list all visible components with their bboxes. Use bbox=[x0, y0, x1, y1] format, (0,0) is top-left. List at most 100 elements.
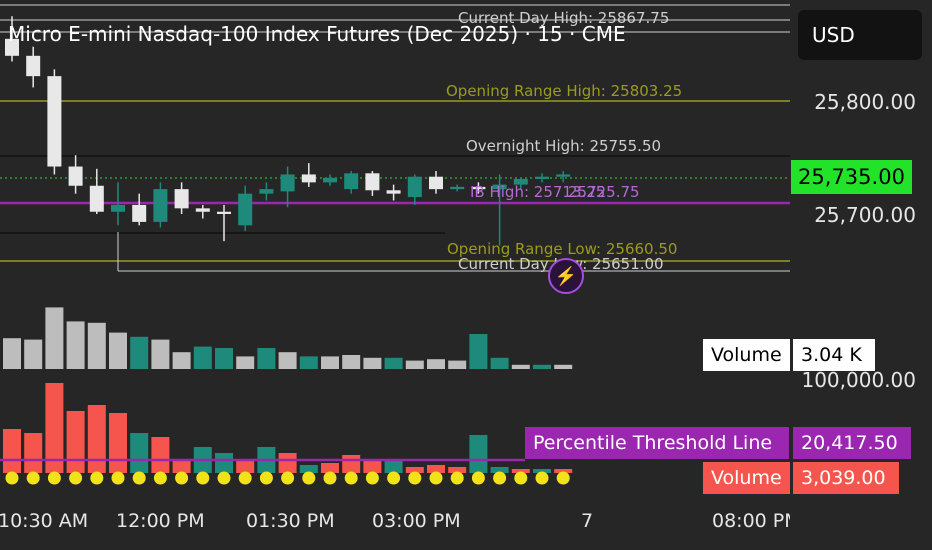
volume-bar bbox=[278, 352, 297, 369]
candle-body bbox=[47, 76, 62, 167]
indicator-bar bbox=[236, 459, 255, 473]
signal-dot bbox=[387, 471, 401, 485]
signal-dot bbox=[69, 471, 83, 485]
candle-body bbox=[68, 166, 83, 186]
candle-body bbox=[535, 176, 549, 179]
candle-body bbox=[386, 190, 401, 194]
signal-dot bbox=[556, 471, 570, 485]
candle-body bbox=[323, 177, 337, 183]
indicator-bar bbox=[130, 433, 149, 473]
signal-dot bbox=[153, 471, 167, 485]
indicator-bar bbox=[87, 405, 106, 473]
volume-bar bbox=[448, 360, 467, 369]
volume-bar bbox=[257, 348, 276, 369]
level-opening-range-high: Opening Range High: 25803.25 bbox=[446, 82, 683, 100]
currency-selector[interactable]: USD bbox=[798, 10, 922, 60]
volume-bar bbox=[427, 359, 445, 369]
candle-body bbox=[471, 186, 486, 190]
volume-bar bbox=[299, 356, 318, 369]
level-current-day-high: Current Day High: 25867.75 bbox=[458, 9, 670, 27]
level-opening-range-low: Opening Range Low: 25660.50 bbox=[447, 240, 678, 258]
signal-dot bbox=[47, 471, 61, 485]
signal-dot bbox=[238, 471, 252, 485]
price-axis-label-25700: 25,700.00 bbox=[814, 203, 916, 227]
signal-dot bbox=[408, 471, 422, 485]
candle-body bbox=[407, 176, 422, 198]
candle-body bbox=[5, 38, 19, 56]
volume-bar bbox=[363, 357, 382, 369]
candle-body bbox=[195, 208, 210, 212]
candle-body bbox=[556, 174, 571, 177]
signal-dot bbox=[217, 471, 231, 485]
volume-bar bbox=[405, 360, 424, 369]
signal-dot bbox=[493, 471, 507, 485]
volume-bar bbox=[45, 307, 64, 369]
signal-dot bbox=[196, 471, 210, 485]
indicator-scale-top: 100,000.00 bbox=[801, 368, 916, 392]
signal-dot bbox=[471, 471, 485, 485]
candle-body bbox=[132, 204, 147, 222]
indicator-bar bbox=[427, 465, 445, 473]
indicator-bar bbox=[448, 467, 467, 473]
volume-bar bbox=[24, 339, 43, 369]
indicator-bar bbox=[24, 433, 43, 473]
volume-bar bbox=[321, 356, 339, 369]
indicator-bar bbox=[511, 469, 530, 473]
candle-body bbox=[450, 186, 465, 190]
volume-bar bbox=[469, 334, 488, 369]
time-label-1330: 01:30 PM bbox=[246, 510, 335, 532]
candle-body bbox=[26, 55, 41, 77]
symbol-title: Micro E-mini Nasdaq-100 Index Futures (D… bbox=[8, 22, 626, 46]
candle-body bbox=[174, 189, 189, 209]
indicator-bar bbox=[172, 461, 191, 473]
signal-dot bbox=[5, 471, 19, 485]
volume-bar bbox=[511, 364, 530, 369]
signal-dot bbox=[514, 471, 528, 485]
signal-dot bbox=[281, 471, 295, 485]
indicator-bar bbox=[151, 437, 170, 473]
percentile-threshold-value: 20,417.50 bbox=[793, 427, 911, 459]
indicator-bar bbox=[3, 429, 21, 473]
indicator-bar bbox=[342, 455, 361, 473]
candle-body bbox=[301, 174, 316, 183]
signal-dot bbox=[302, 471, 316, 485]
volume-bar bbox=[87, 322, 106, 369]
indicator-bar bbox=[384, 461, 403, 473]
volume-bar bbox=[130, 336, 149, 369]
volume-value-tag: 3.04 K bbox=[793, 339, 875, 371]
indicator-bar bbox=[299, 465, 318, 473]
signal-dot bbox=[26, 471, 40, 485]
volume-bar bbox=[172, 352, 191, 369]
volume-bar bbox=[236, 356, 255, 369]
volume-bar bbox=[342, 355, 361, 369]
indicator-bar bbox=[45, 383, 64, 473]
candle-body bbox=[238, 193, 253, 226]
indicator-volume-label: Volume bbox=[703, 462, 790, 494]
level-ib-value: 25725.75 bbox=[568, 183, 640, 201]
indicator-bar bbox=[109, 413, 127, 473]
indicator-bar bbox=[66, 411, 85, 473]
level-overnight-high: Overnight High: 25755.50 bbox=[466, 137, 662, 155]
candle-body bbox=[89, 185, 104, 212]
indicator-bar bbox=[490, 467, 509, 473]
volume-bar bbox=[193, 346, 212, 369]
indicator-bar bbox=[554, 469, 573, 473]
signal-dot bbox=[175, 471, 189, 485]
candle-body bbox=[217, 211, 231, 214]
volume-bar bbox=[533, 364, 551, 369]
lightning-icon[interactable]: ⚡ bbox=[548, 258, 584, 294]
signal-dot bbox=[344, 471, 358, 485]
indicator-volume-value: 3,039.00 bbox=[793, 462, 899, 494]
time-label-1500: 03:00 PM bbox=[372, 510, 461, 532]
indicator-bar bbox=[278, 453, 297, 473]
price-axis-label-25800: 25,800.00 bbox=[814, 90, 916, 114]
percentile-threshold-label: Percentile Threshold Line bbox=[525, 427, 789, 459]
candle-body bbox=[111, 204, 125, 212]
signal-dot bbox=[111, 471, 125, 485]
indicator-bar bbox=[469, 435, 488, 473]
level-ib-high: IB High: 25713.25 bbox=[470, 183, 606, 201]
signal-dot bbox=[429, 471, 443, 485]
volume-bar bbox=[215, 348, 233, 369]
indicator-bar bbox=[363, 461, 382, 473]
